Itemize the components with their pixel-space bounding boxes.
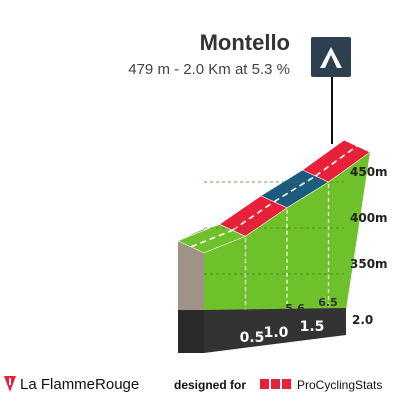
footer-designed-for: designed for [174, 378, 246, 392]
gradient-label-2: 6.2 [255, 308, 275, 321]
profile-layer [177, 139, 371, 353]
profile-center-line-2 [232, 201, 275, 231]
distance-band [204, 308, 346, 353]
profile-center-line-3 [273, 175, 316, 203]
gradient-label-1: 3.6 [218, 314, 238, 327]
profile-center-line-4 [315, 145, 358, 177]
gradient-label-3: 5.6 [285, 302, 305, 315]
chart-title: Montello [200, 30, 290, 55]
y-tick-label-400: 400m [350, 211, 388, 225]
gradient-label-4: 6.5 [318, 296, 338, 309]
flamme-rouge-icon [4, 376, 16, 392]
distance-band-side [178, 310, 204, 353]
mountain-icon [311, 37, 351, 77]
y-tick-label-450: 450m [350, 165, 388, 179]
distance-label-1.5: 1.5 [300, 319, 325, 335]
profile-center-line-1 [190, 229, 233, 248]
y-tick-label-350: 350m [350, 257, 388, 271]
distance-label-1.0: 1.0 [264, 325, 289, 341]
distance-label-0.5: 0.5 [240, 330, 265, 346]
distance-label-2.0: 2.0 [352, 313, 373, 327]
footer-brand: La FlammeRouge [20, 376, 139, 393]
pcs-logo [260, 379, 291, 389]
footer-pcs-name: ProCyclingStats [297, 378, 382, 392]
chart-subtitle: 479 m - 2.0 Km at 5.3 % [128, 61, 290, 78]
